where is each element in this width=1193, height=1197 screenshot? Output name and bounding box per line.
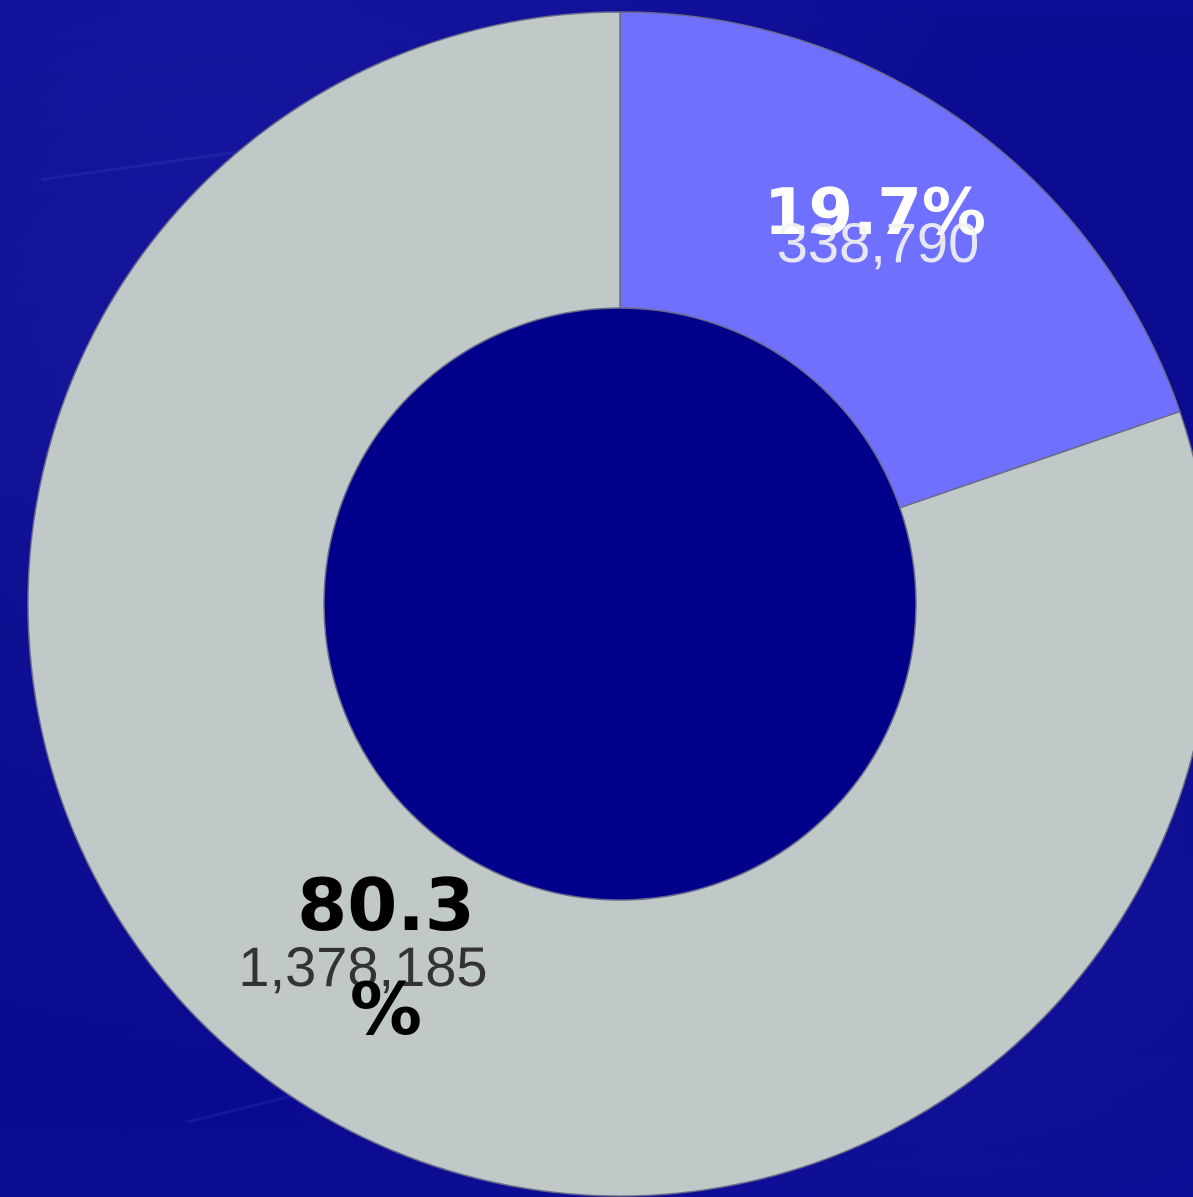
donut-hole	[323, 307, 917, 901]
slice-2-percent-label-line2: %	[350, 967, 422, 1051]
slice-2-value-label: 1,378,185	[238, 935, 487, 998]
slice-1-value-label: 338,790	[777, 211, 979, 274]
slice-2-percent-label-line1: 80.3	[297, 863, 475, 947]
slice-1-percent-label: 19.7%	[764, 176, 986, 250]
